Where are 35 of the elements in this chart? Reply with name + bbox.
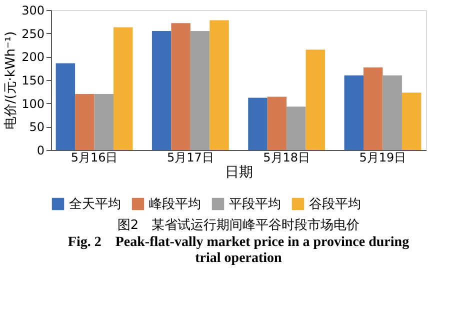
bar bbox=[56, 63, 76, 150]
y-tick-label: 250 bbox=[22, 26, 44, 41]
bar bbox=[94, 94, 114, 150]
bar bbox=[306, 50, 326, 150]
y-tick-label: 150 bbox=[22, 74, 44, 88]
x-tick-label: 5月18日 bbox=[263, 150, 310, 164]
y-tick-label: 100 bbox=[22, 96, 44, 111]
bar bbox=[152, 31, 172, 150]
x-axis-title: 日期 bbox=[225, 164, 253, 180]
bar bbox=[382, 75, 402, 150]
legend-label: 谷段平均 bbox=[309, 197, 361, 212]
bar bbox=[267, 96, 287, 150]
text: Fig. 2 Peak-flat-vally market price in a province during trial operation bbox=[68, 235, 410, 266]
x-tick-label: 5月19日 bbox=[359, 150, 406, 164]
y-axis-title: 电价/(元·kWh⁻¹) bbox=[4, 31, 19, 130]
y-tick-label: 50 bbox=[29, 120, 44, 134]
bar bbox=[190, 31, 210, 150]
y-tick-label: 0 bbox=[36, 144, 44, 158]
bar bbox=[364, 67, 383, 150]
bar bbox=[248, 98, 268, 150]
y-tick-label: 300 bbox=[22, 4, 44, 18]
bar bbox=[171, 23, 190, 150]
bar bbox=[210, 20, 229, 150]
text: 图2 某省试运行期间峰平谷时段市场电价 bbox=[117, 218, 360, 233]
legend-label: 峰段平均 bbox=[149, 197, 201, 212]
y-tick-label: 200 bbox=[22, 50, 44, 64]
legend-label: 全天平均 bbox=[69, 197, 121, 212]
bar bbox=[344, 75, 364, 150]
bar bbox=[75, 94, 94, 150]
bar bbox=[402, 92, 422, 150]
x-tick-label: 5月17日 bbox=[166, 150, 214, 164]
x-tick-label: 5月16日 bbox=[70, 150, 118, 164]
legend-label: 平段平均 bbox=[229, 197, 281, 212]
bar bbox=[114, 27, 133, 150]
bar bbox=[286, 106, 306, 150]
